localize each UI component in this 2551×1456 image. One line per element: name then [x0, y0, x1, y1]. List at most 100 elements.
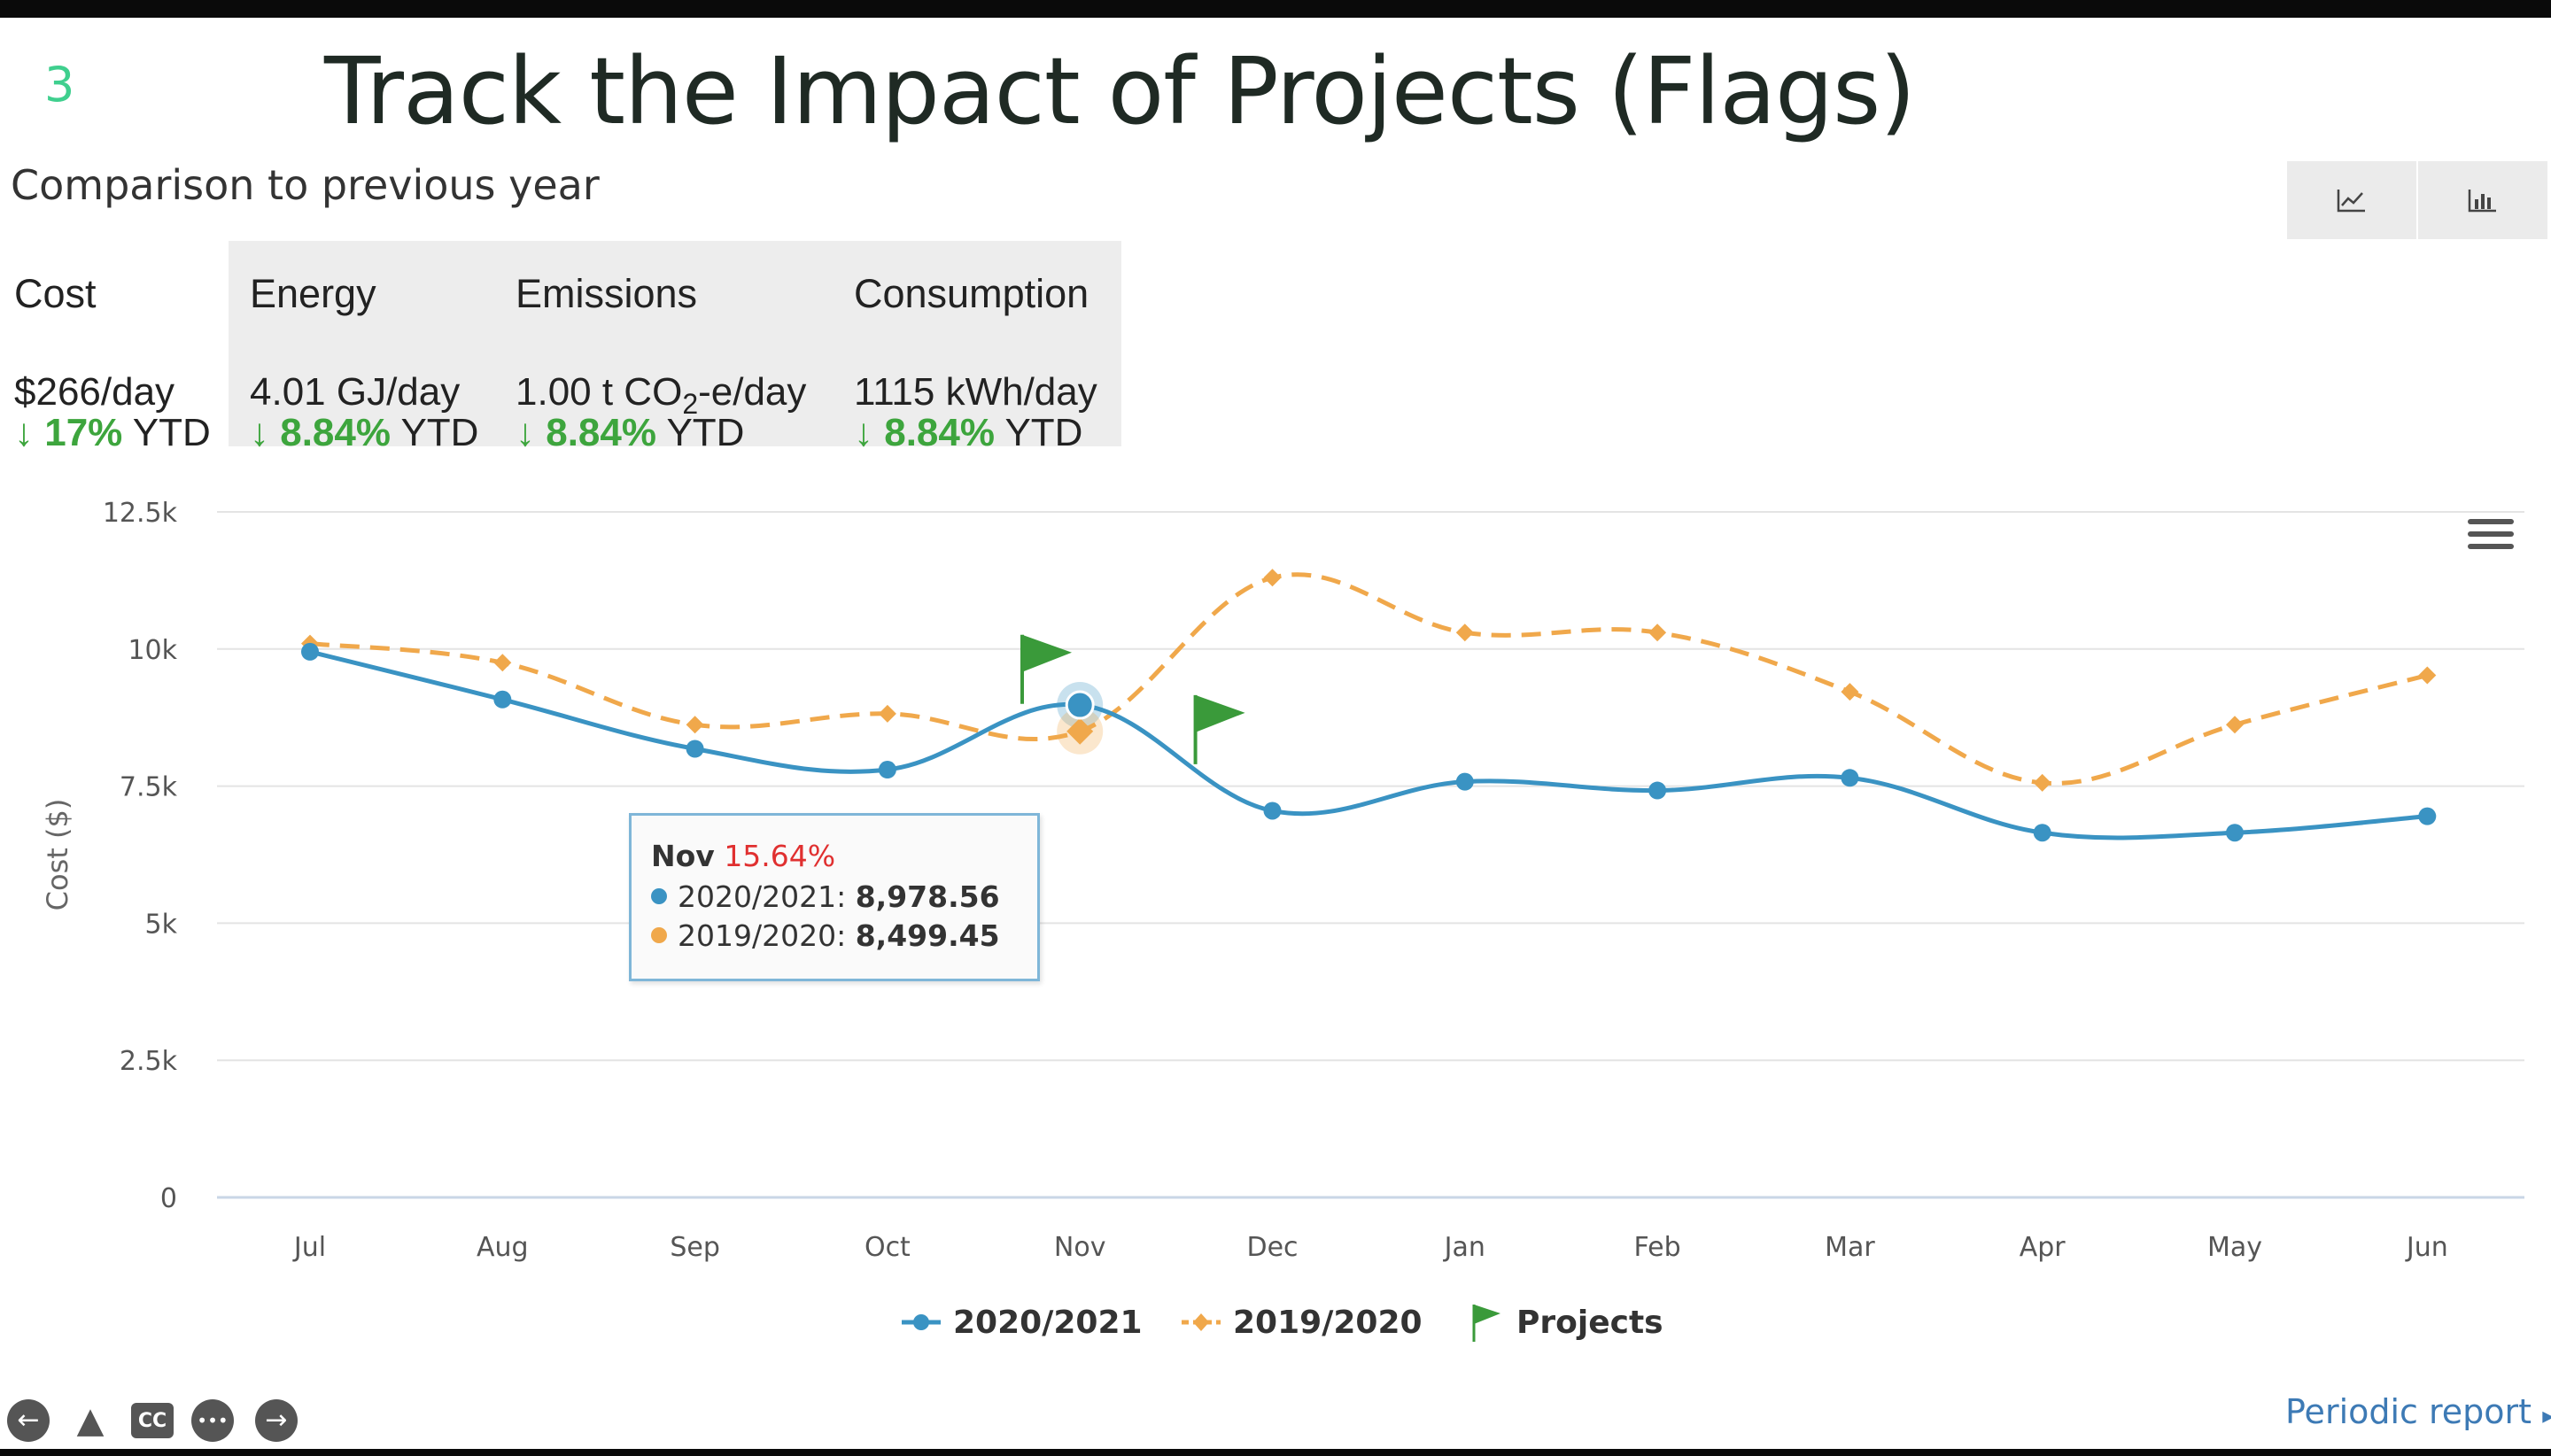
metric-label: Consumption [854, 271, 1089, 316]
next-slide-button[interactable]: → [255, 1399, 298, 1442]
metric-change-percent: 8.84% [280, 411, 391, 454]
series-marker-circle [2033, 824, 2051, 842]
x-tick-label: Feb [1634, 1232, 1681, 1263]
arrow-right-icon: → [265, 1405, 288, 1436]
bar-chart-icon [2468, 190, 2496, 213]
tooltip-row-label: 2020/2021: [678, 879, 847, 914]
pointer-icon: ▲ [76, 1400, 105, 1441]
tooltip-month: Nov [651, 839, 715, 873]
tooltip-row-value: 8,499.45 [855, 918, 1000, 953]
series-marker-diamond [1455, 623, 1474, 642]
x-tick-label: Jun [2405, 1232, 2448, 1263]
series-marker-diamond [1841, 683, 1859, 701]
legend-item-2019-2020[interactable]: 2019/2020 [1180, 1300, 1423, 1344]
more-options-button[interactable]: ••• [191, 1399, 234, 1442]
series-marker-circle [878, 761, 896, 779]
x-tick-label: Aug [477, 1232, 529, 1263]
tooltip-row-label: 2019/2020: [678, 918, 847, 953]
slide-title: Track the Impact of Projects (Flags) [324, 37, 1916, 145]
series-marker-diamond [2226, 716, 2244, 734]
series-marker-diamond [1263, 569, 1282, 587]
metric-change: ↓ 8.84% YTD [516, 411, 744, 455]
metric-change-percent: 8.84% [884, 411, 995, 454]
down-arrow-icon: ↓ [250, 411, 269, 454]
arrow-left-icon: ← [17, 1405, 40, 1436]
metric-value-prefix: 1.00 t CO [516, 370, 683, 414]
cost-comparison-chart: 0 2.5k 5k 7.5k 10k 12.5k Cost ($) Jul Aug Sep Oct N… [41, 498, 2524, 1263]
previous-slide-button[interactable]: ← [7, 1399, 50, 1442]
y-tick-label: 12.5k [103, 498, 178, 529]
y-tick-label: 7.5k [120, 772, 178, 803]
x-tick-label: Jul [292, 1232, 326, 1263]
series-marker-circle [1648, 781, 1667, 800]
series-marker-circle [301, 642, 319, 661]
series-marker-circle [1841, 769, 1859, 787]
metric-change-percent: 17% [44, 411, 123, 454]
series-dot-icon [651, 926, 667, 943]
metric-label: Cost [14, 271, 97, 316]
series-marker-diamond [493, 654, 512, 672]
legend-item-2020-2021[interactable]: 2020/2021 [900, 1300, 1143, 1344]
series-marker-circle [2418, 807, 2437, 825]
series-marker-circle [686, 740, 704, 758]
down-arrow-icon: ↓ [14, 411, 34, 454]
legend-item-projects[interactable]: Projects [1469, 1300, 1663, 1344]
line-chart-icon [2337, 190, 2365, 213]
y-tick-label: 2.5k [120, 1046, 178, 1077]
slide-number: 3 [44, 57, 75, 112]
line-chart-view-button[interactable] [2287, 161, 2416, 239]
metric-value: 4.01 GJ/day [250, 370, 461, 414]
x-tick-label: Oct [865, 1232, 911, 1263]
series-marker-circle [2226, 824, 2244, 842]
pointer-tool-button[interactable]: ▲ [69, 1399, 112, 1442]
metric-value-suffix: -e/day [698, 370, 807, 414]
legend-label: Projects [1516, 1304, 1663, 1341]
x-tick-label: Jan [1443, 1232, 1485, 1263]
tooltip-row-previous: 2019/2020: 8,499.45 [651, 918, 1000, 953]
metric-value-subscript: 2 [682, 387, 699, 420]
metric-change-percent: 8.84% [546, 411, 656, 454]
more-dots-icon: ••• [197, 1410, 229, 1431]
metric-change-period: YTD [666, 411, 745, 454]
periodic-report-label: Periodic report [2285, 1392, 2532, 1431]
down-arrow-icon: ↓ [516, 411, 535, 454]
bar-chart-view-button[interactable] [2418, 161, 2547, 239]
cc-icon: CC [137, 1409, 167, 1432]
metric-change-period: YTD [1004, 411, 1083, 454]
bottom-border [0, 1449, 2551, 1456]
legend-label: 2019/2020 [1233, 1304, 1423, 1341]
flag-icon [1472, 1305, 1500, 1342]
metric-change-period: YTD [400, 411, 479, 454]
flag-icon [1022, 634, 1073, 672]
x-tick-label: May [2207, 1232, 2262, 1263]
y-tick-label: 0 [160, 1183, 177, 1214]
metric-value: 1.00 t CO2-e/day [516, 370, 806, 421]
y-tick-label: 5k [145, 909, 178, 940]
metric-value: 1115 kWh/day [854, 370, 1097, 414]
metric-change-period: YTD [132, 411, 211, 454]
metrics-highlight-background [229, 241, 1121, 446]
series-marker-circle [1263, 802, 1282, 820]
chart-menu-icon[interactable] [2468, 519, 2514, 558]
metric-change: ↓ 8.84% YTD [250, 411, 478, 455]
flag-icon [1195, 694, 1245, 732]
metric-label: Energy [250, 271, 376, 316]
series-marker-diamond [1066, 717, 1094, 745]
captions-button[interactable]: CC [131, 1403, 174, 1438]
metric-value: $266/day [14, 370, 175, 414]
x-tick-label: Mar [1825, 1232, 1875, 1263]
series-marker-circle [1455, 772, 1474, 791]
tooltip-row-value: 8,978.56 [855, 879, 1000, 914]
series-marker-circle [493, 690, 512, 709]
legend-label: 2020/2021 [953, 1304, 1143, 1341]
x-tick-label: Sep [670, 1232, 720, 1263]
series-marker-diamond [2033, 773, 2051, 792]
series-line-2019-2020 [309, 572, 2428, 786]
periodic-report-link[interactable]: Periodic report ▸ [2285, 1392, 2551, 1431]
tooltip-change: 15.64% [724, 839, 836, 873]
series-marker-diamond [2418, 666, 2437, 685]
dashed-line-diamond-icon [1182, 1313, 1221, 1331]
chart-tooltip: Nov 15.64% 2020/2021: 8,978.56 2019/2020… [629, 813, 1040, 981]
tooltip-header: Nov 15.64% [651, 839, 835, 873]
panel-subtitle: Comparison to previous year [11, 161, 600, 209]
